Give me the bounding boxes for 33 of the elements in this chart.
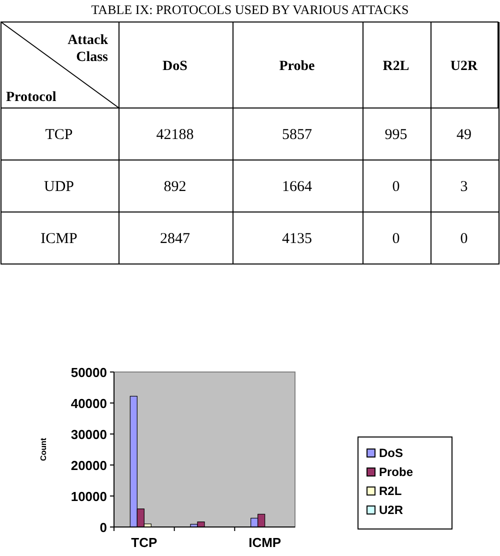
x-tick-label: DoS	[162, 59, 188, 74]
data-label: 3	[460, 179, 468, 195]
x-axis-title: Attack Class	[68, 33, 109, 65]
data-label: 5857	[282, 127, 312, 143]
y-axis-title: Count	[39, 438, 48, 462]
data-label: 0	[460, 231, 468, 247]
x-tick-label: U2R	[450, 59, 478, 74]
y-tick-label: 10000	[70, 489, 107, 504]
data-label: 995	[384, 127, 408, 143]
y-tick-label: ICMP	[40, 231, 78, 247]
data-label: 42188	[156, 127, 194, 143]
legend-label: Probe	[379, 465, 414, 479]
chart-title: TABLE IX: PROTOCOLS USED BY VARIOUS ATTACKS	[91, 2, 409, 17]
y-tick-label: UDP	[44, 179, 74, 195]
y-tick-label: 50000	[70, 365, 107, 380]
y-axis-title: Protocol	[6, 90, 56, 105]
legend-label: R2L	[379, 484, 402, 498]
legend-label: U2R	[379, 503, 404, 517]
data-label: 1664	[282, 179, 312, 195]
y-tick-label: 0	[100, 520, 107, 535]
data-label: 49	[456, 127, 472, 143]
data-label: 2847	[160, 231, 190, 247]
data-label: 4135	[282, 231, 312, 247]
y-tick-label: TCP	[45, 127, 73, 143]
y-tick-label: 40000	[70, 396, 107, 411]
data-label: 0	[392, 231, 400, 247]
x-tick-label: Probe	[279, 59, 315, 74]
data-label: 0	[392, 179, 400, 195]
y-tick-label: 30000	[70, 427, 107, 442]
y-tick-label: 20000	[70, 458, 107, 473]
data-label: 892	[164, 179, 186, 195]
x-tick-label: R2L	[382, 59, 410, 74]
legend-label: DoS	[379, 446, 403, 460]
